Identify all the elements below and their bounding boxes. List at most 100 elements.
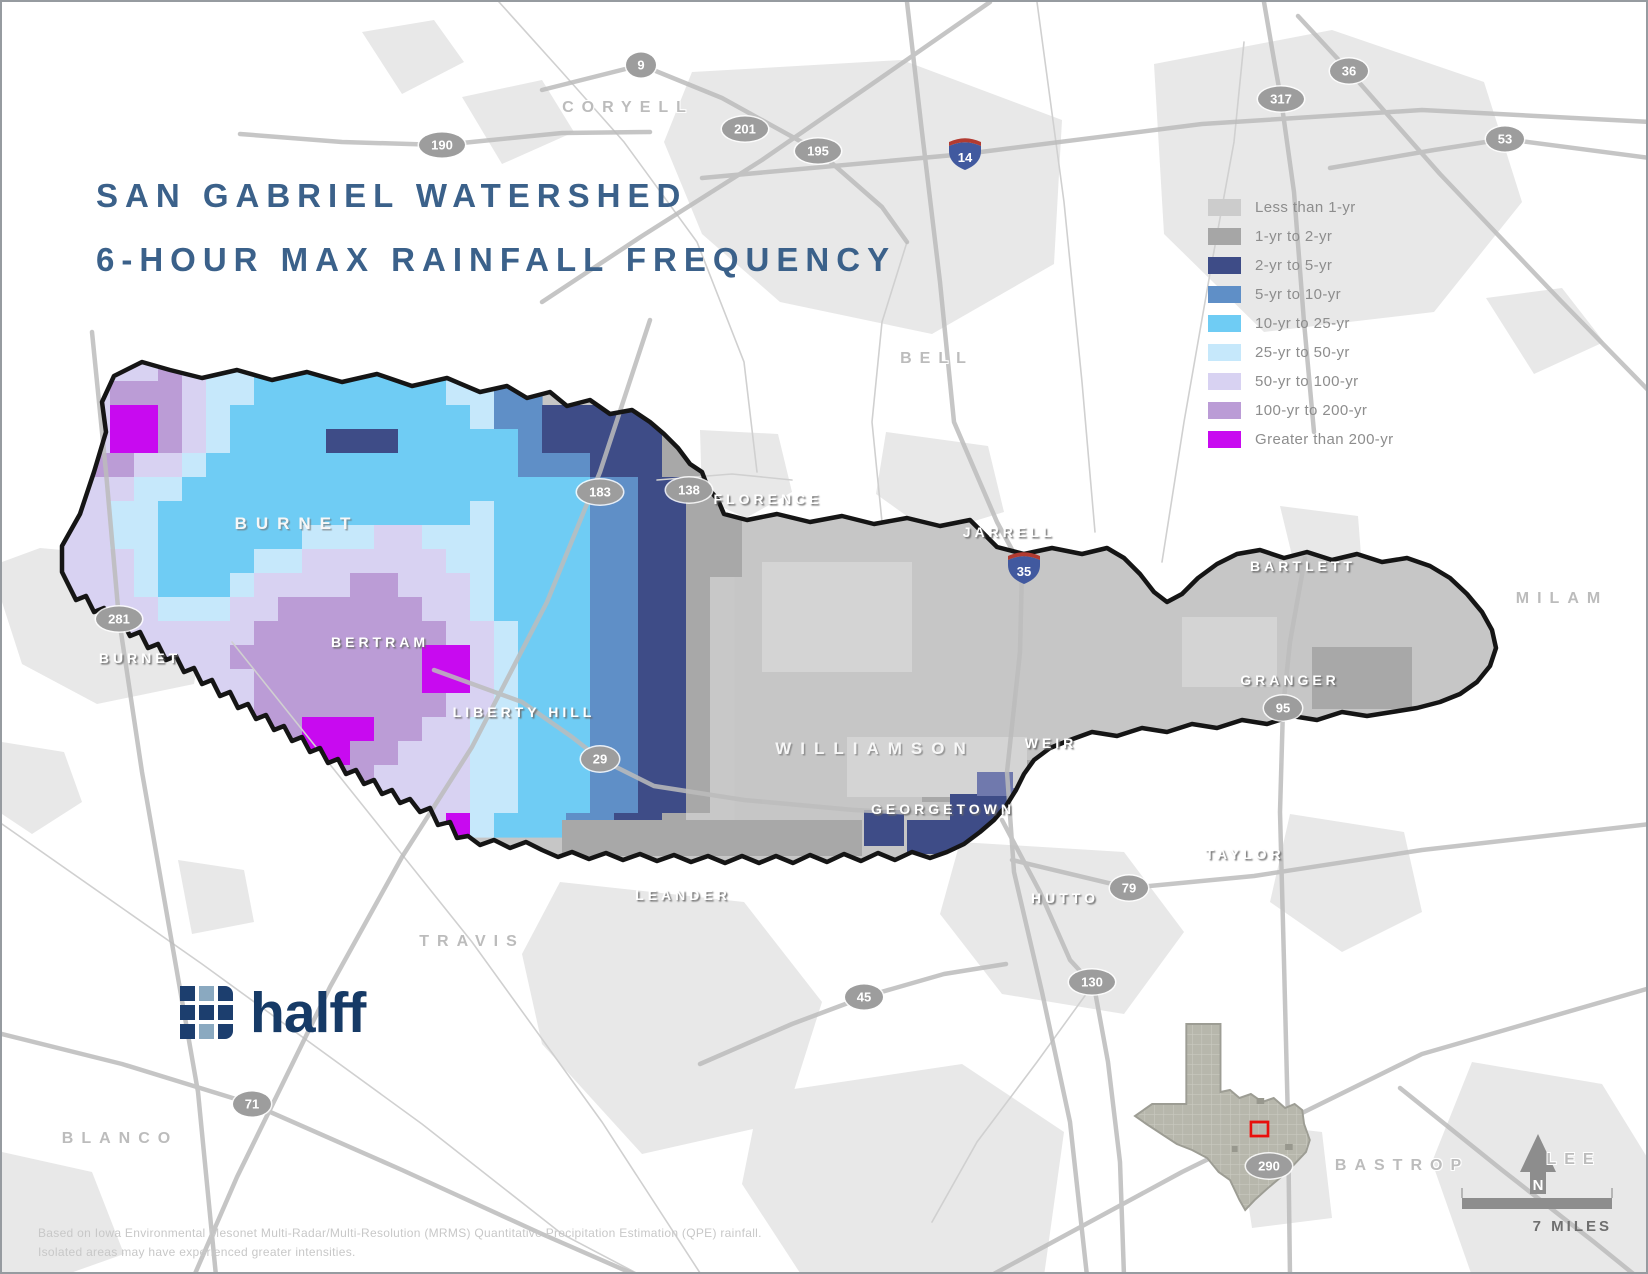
raster-cell (446, 501, 471, 526)
raster-cell (422, 525, 447, 550)
raster-cell (638, 477, 663, 502)
raster-cell (86, 789, 111, 814)
raster-cell (302, 645, 327, 670)
raster-cell (614, 429, 639, 454)
raster-cell (422, 549, 447, 574)
raster-cell (662, 573, 687, 598)
raster-cell (398, 693, 423, 718)
raster-cell (638, 741, 663, 766)
raster-cell (566, 693, 591, 718)
raster-cell (398, 549, 423, 574)
raster-cell (326, 453, 351, 478)
raster-cell (398, 573, 423, 598)
raster-cell (326, 597, 351, 622)
raster-cell (470, 789, 495, 814)
raster-cell (206, 645, 231, 670)
raster-cell (566, 477, 591, 502)
raster-cell (302, 813, 327, 838)
raster-cell (590, 597, 615, 622)
legend-label: 10-yr to 25-yr (1255, 315, 1350, 332)
raster-cell (566, 669, 591, 694)
rainfall-patch (1027, 760, 1107, 830)
raster-cell (350, 645, 375, 670)
raster-cell (350, 669, 375, 694)
legend-swatch (1208, 286, 1241, 303)
raster-cell (182, 573, 207, 598)
raster-cell (302, 525, 327, 550)
raster-cell (302, 765, 327, 790)
raster-cell (614, 453, 639, 478)
raster-cell (686, 669, 711, 694)
raster-cell (374, 381, 399, 406)
raster-cell (350, 405, 375, 430)
raster-cell (638, 717, 663, 742)
legend-label: 100-yr to 200-yr (1255, 402, 1368, 419)
raster-cell (518, 501, 543, 526)
raster-cell (254, 477, 279, 502)
legend-swatch (1208, 199, 1241, 216)
raster-cell (710, 789, 735, 814)
raster-cell (86, 765, 111, 790)
raster-cell (614, 669, 639, 694)
raster-cell (638, 453, 663, 478)
raster-cell (518, 429, 543, 454)
raster-cell (278, 501, 303, 526)
raster-cell (230, 525, 255, 550)
raster-cell (422, 429, 447, 454)
raster-cell (134, 429, 159, 454)
raster-cell (398, 597, 423, 622)
raster-cell (518, 477, 543, 502)
raster-cell (422, 405, 447, 430)
raster-cell (710, 573, 735, 598)
raster-cell (470, 645, 495, 670)
raster-cell (278, 789, 303, 814)
legend-swatch (1208, 228, 1241, 245)
raster-cell (638, 789, 663, 814)
legend-swatch (1208, 315, 1241, 332)
raster-cell (542, 405, 567, 430)
raster-cell (374, 741, 399, 766)
raster-cell (614, 525, 639, 550)
raster-cell (206, 381, 231, 406)
raster-cell (638, 525, 663, 550)
raster-cell (638, 645, 663, 670)
raster-cell (614, 693, 639, 718)
raster-cell (110, 765, 135, 790)
legend-swatch (1208, 257, 1241, 274)
raster-cell (230, 741, 255, 766)
raster-cell (566, 621, 591, 646)
raster-cell (254, 765, 279, 790)
raster-cell (494, 549, 519, 574)
raster-cell (422, 477, 447, 502)
raster-cell (374, 501, 399, 526)
raster-cell (494, 573, 519, 598)
raster-cell (206, 429, 231, 454)
legend-item: Greater than 200-yr (1208, 431, 1394, 448)
raster-cell (494, 741, 519, 766)
raster-cell (662, 741, 687, 766)
legend-item: 100-yr to 200-yr (1208, 402, 1394, 419)
raster-cell (470, 429, 495, 454)
raster-cell (422, 717, 447, 742)
legend-swatch (1208, 373, 1241, 390)
raster-cell (518, 789, 543, 814)
raster-cell (158, 525, 183, 550)
raster-cell (350, 549, 375, 574)
raster-cell (590, 693, 615, 718)
raster-cell (182, 741, 207, 766)
raster-cell (254, 741, 279, 766)
raster-cell (278, 813, 303, 838)
raster-cell (254, 429, 279, 454)
raster-cell (254, 405, 279, 430)
raster-cell (470, 621, 495, 646)
raster-cell (686, 597, 711, 622)
raster-cell (326, 669, 351, 694)
legend-item: Less than 1-yr (1208, 199, 1394, 216)
raster-cell (158, 597, 183, 622)
raster-cell (590, 525, 615, 550)
raster-cell (302, 405, 327, 430)
raster-cell (494, 621, 519, 646)
raster-cell (422, 573, 447, 598)
raster-cell (278, 765, 303, 790)
